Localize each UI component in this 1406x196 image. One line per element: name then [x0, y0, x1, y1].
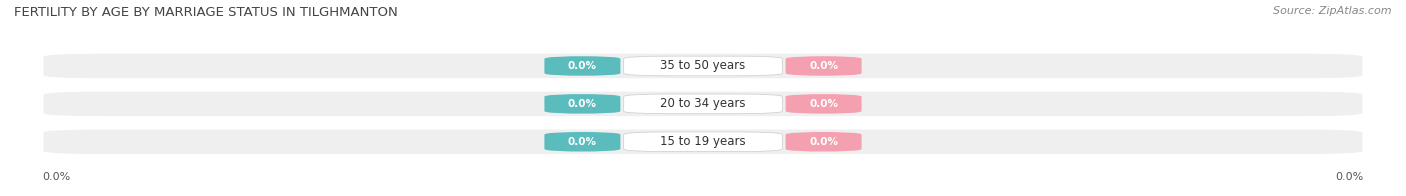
- Text: Source: ZipAtlas.com: Source: ZipAtlas.com: [1274, 6, 1392, 16]
- FancyBboxPatch shape: [42, 128, 1364, 155]
- FancyBboxPatch shape: [544, 132, 620, 152]
- Text: 0.0%: 0.0%: [568, 99, 598, 109]
- Text: 0.0%: 0.0%: [42, 172, 70, 182]
- FancyBboxPatch shape: [624, 94, 782, 114]
- Text: FERTILITY BY AGE BY MARRIAGE STATUS IN TILGHMANTON: FERTILITY BY AGE BY MARRIAGE STATUS IN T…: [14, 6, 398, 19]
- FancyBboxPatch shape: [624, 56, 782, 76]
- FancyBboxPatch shape: [786, 94, 862, 114]
- FancyBboxPatch shape: [42, 90, 1364, 118]
- Text: 0.0%: 0.0%: [568, 61, 598, 71]
- Text: 0.0%: 0.0%: [808, 137, 838, 147]
- Text: 0.0%: 0.0%: [568, 137, 598, 147]
- FancyBboxPatch shape: [786, 56, 862, 76]
- Text: 35 to 50 years: 35 to 50 years: [661, 60, 745, 73]
- FancyBboxPatch shape: [544, 56, 620, 76]
- Text: 15 to 19 years: 15 to 19 years: [661, 135, 745, 148]
- Text: 0.0%: 0.0%: [1336, 172, 1364, 182]
- FancyBboxPatch shape: [786, 132, 862, 152]
- FancyBboxPatch shape: [544, 94, 620, 114]
- Text: 20 to 34 years: 20 to 34 years: [661, 97, 745, 110]
- FancyBboxPatch shape: [42, 52, 1364, 80]
- Text: 0.0%: 0.0%: [808, 61, 838, 71]
- FancyBboxPatch shape: [624, 132, 782, 152]
- Text: 0.0%: 0.0%: [808, 99, 838, 109]
